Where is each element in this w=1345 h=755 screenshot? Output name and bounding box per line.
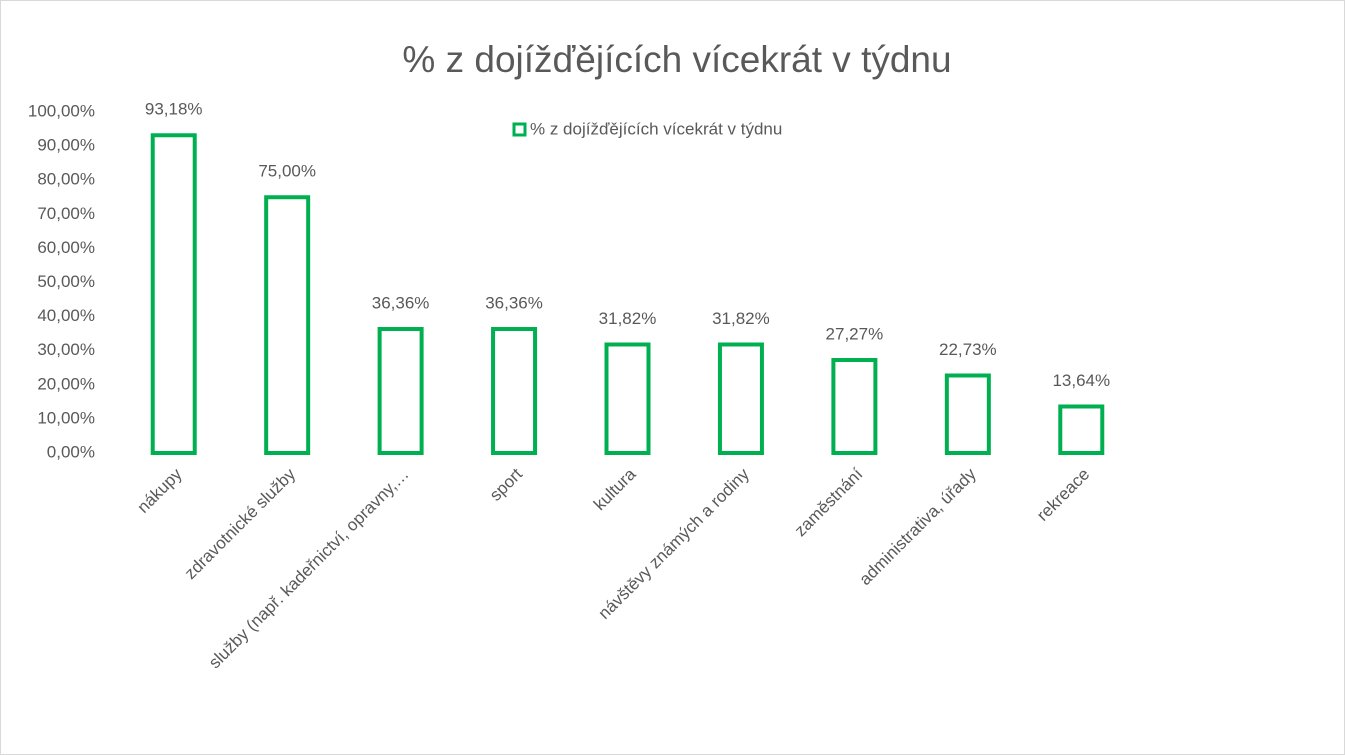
bar <box>491 327 538 455</box>
data-label: 36,36% <box>485 293 543 312</box>
y-tick-label: 30,00% <box>37 340 95 359</box>
legend-label: % z dojížďějících vícekrát v týdnu <box>530 119 782 138</box>
bar <box>150 133 197 455</box>
bar <box>604 342 651 456</box>
bar <box>377 327 424 455</box>
y-tick-label: 20,00% <box>37 374 95 393</box>
y-tick-label: 70,00% <box>37 204 95 223</box>
bar <box>944 373 991 455</box>
data-label: 22,73% <box>939 340 997 359</box>
y-tick-label: 100,00% <box>28 101 95 120</box>
legend-swatch <box>512 122 527 137</box>
y-tick-label: 90,00% <box>37 136 95 155</box>
y-tick-label: 40,00% <box>37 306 95 325</box>
y-tick-label: 50,00% <box>37 272 95 291</box>
bar <box>717 342 764 456</box>
data-label: 36,36% <box>372 293 430 312</box>
y-tick-label: 60,00% <box>37 238 95 257</box>
y-tick-label: 10,00% <box>37 408 95 427</box>
data-label: 27,27% <box>826 324 884 343</box>
bar <box>1058 404 1105 456</box>
bar <box>831 358 878 456</box>
data-label: 31,82% <box>599 309 657 328</box>
data-label: 93,18% <box>145 100 203 119</box>
bar <box>264 195 311 455</box>
chart-title: % z dojížďějících vícekrát v týdnu <box>402 39 951 80</box>
data-label: 13,64% <box>1052 371 1110 390</box>
data-label: 31,82% <box>712 309 770 328</box>
y-tick-label: 80,00% <box>37 170 95 189</box>
y-tick-label: 0,00% <box>47 442 95 461</box>
data-label: 75,00% <box>258 162 316 181</box>
